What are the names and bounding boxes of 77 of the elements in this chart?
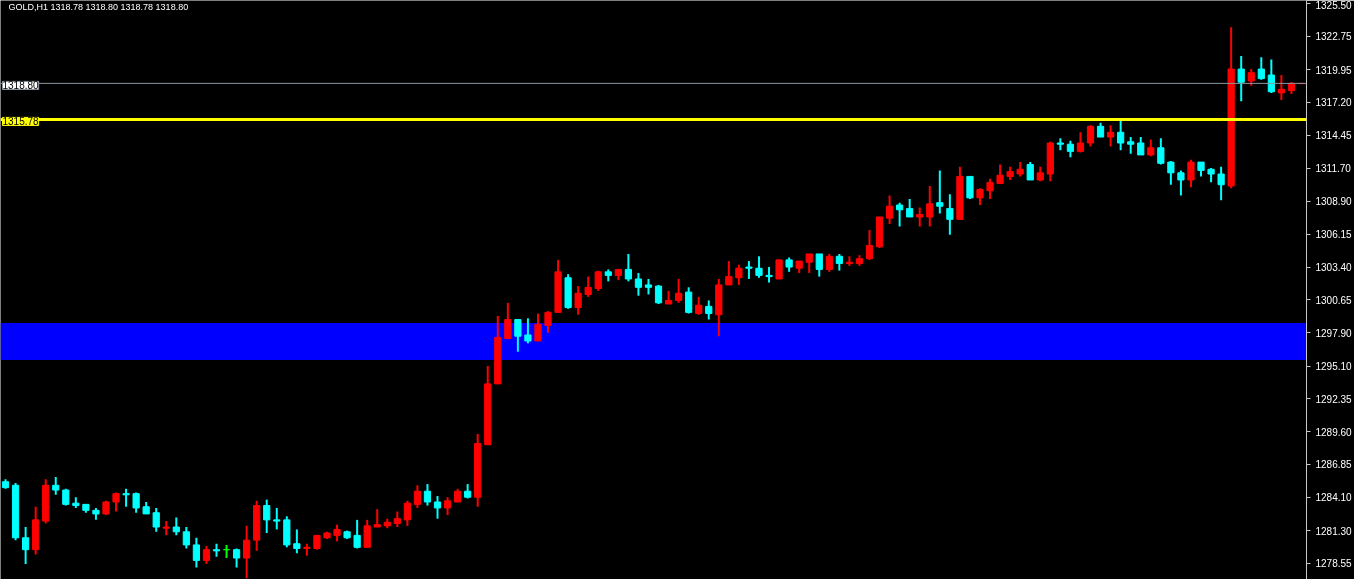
candlestick xyxy=(232,547,241,569)
candlestick xyxy=(1257,56,1265,81)
y-tick-label: 1278.55 xyxy=(1315,558,1353,570)
candlestick xyxy=(1177,169,1185,197)
candlestick xyxy=(243,524,251,579)
candlestick xyxy=(423,483,432,507)
candlestick xyxy=(192,536,201,569)
candlestick xyxy=(916,206,924,228)
y-tick-label: 1306.15 xyxy=(1315,229,1353,241)
candlestick xyxy=(946,193,954,236)
candlestick xyxy=(685,286,693,315)
candlestick xyxy=(182,526,190,550)
candlestick xyxy=(624,252,632,283)
candlestick xyxy=(705,299,713,321)
candlestick xyxy=(885,194,894,226)
y-tick-label: 1284.10 xyxy=(1315,492,1353,504)
candlestick xyxy=(865,229,874,261)
candlestick xyxy=(1277,74,1285,102)
candlestick xyxy=(584,275,592,298)
candlestick xyxy=(263,498,271,534)
candlestick xyxy=(1267,58,1275,94)
y-tick-label: 1325.50 xyxy=(1315,0,1353,11)
candlestick xyxy=(926,184,934,228)
candlestick xyxy=(504,301,512,340)
candlestick xyxy=(805,252,813,275)
candlestick xyxy=(815,252,823,278)
candlestick xyxy=(986,177,994,201)
candlestick xyxy=(775,258,783,280)
candlestick xyxy=(363,518,371,549)
candlestick xyxy=(293,528,301,555)
candlestick xyxy=(1076,131,1085,154)
candlestick xyxy=(403,499,411,527)
candlestick xyxy=(765,266,773,284)
candlestick xyxy=(514,318,522,353)
candlestick xyxy=(574,285,582,316)
ref-line-label: 1315.78 xyxy=(2,116,40,128)
y-tick-label: 1303.40 xyxy=(1315,262,1353,274)
y-tick-label: 1308.90 xyxy=(1315,196,1353,208)
candlestick xyxy=(413,484,422,509)
candlestick xyxy=(1187,158,1195,189)
ref-line-label: 1318.80 xyxy=(2,80,40,92)
y-tick-label: 1317.20 xyxy=(1315,97,1353,109)
y-tick-label: 1286.85 xyxy=(1315,459,1353,471)
y-tick-label: 1289.60 xyxy=(1315,426,1353,438)
y-tick-label: 1319.95 xyxy=(1315,64,1353,76)
candlestick xyxy=(755,255,763,279)
candlestick xyxy=(996,163,1004,185)
y-tick-label: 1311.70 xyxy=(1315,163,1352,175)
candlestick xyxy=(433,495,442,520)
y-tick-label: 1297.90 xyxy=(1315,327,1353,339)
candlestick xyxy=(534,312,542,342)
chart-title: GOLD,H1 1318.78 1318.80 1318.78 1318.80 xyxy=(8,1,189,12)
candlestick xyxy=(1237,54,1245,103)
candlestick xyxy=(22,526,30,565)
candlestick xyxy=(725,260,733,286)
candlestick xyxy=(112,491,120,513)
candlestick xyxy=(735,263,743,286)
candlestick xyxy=(936,169,944,215)
candlestick xyxy=(353,518,361,550)
candlestick xyxy=(544,310,552,334)
candlestick xyxy=(675,277,683,304)
candlestick xyxy=(132,491,140,514)
y-tick-label: 1322.75 xyxy=(1315,31,1353,43)
y-tick-label: 1292.35 xyxy=(1315,393,1353,405)
candlestick xyxy=(1217,165,1225,202)
candlestick xyxy=(524,317,532,345)
y-tick-label: 1281.30 xyxy=(1315,525,1353,537)
candlestick xyxy=(152,506,160,533)
candlestick xyxy=(896,201,904,228)
candlestick xyxy=(1157,137,1165,166)
candlestick xyxy=(1086,124,1095,148)
y-tick-label: 1314.45 xyxy=(1315,130,1353,142)
candlestick xyxy=(634,272,643,297)
candlestick xyxy=(1106,124,1115,148)
y-tick-label: 1295.10 xyxy=(1315,361,1353,373)
y-tick-label: 1300.65 xyxy=(1315,294,1353,306)
candlestick xyxy=(273,506,281,531)
